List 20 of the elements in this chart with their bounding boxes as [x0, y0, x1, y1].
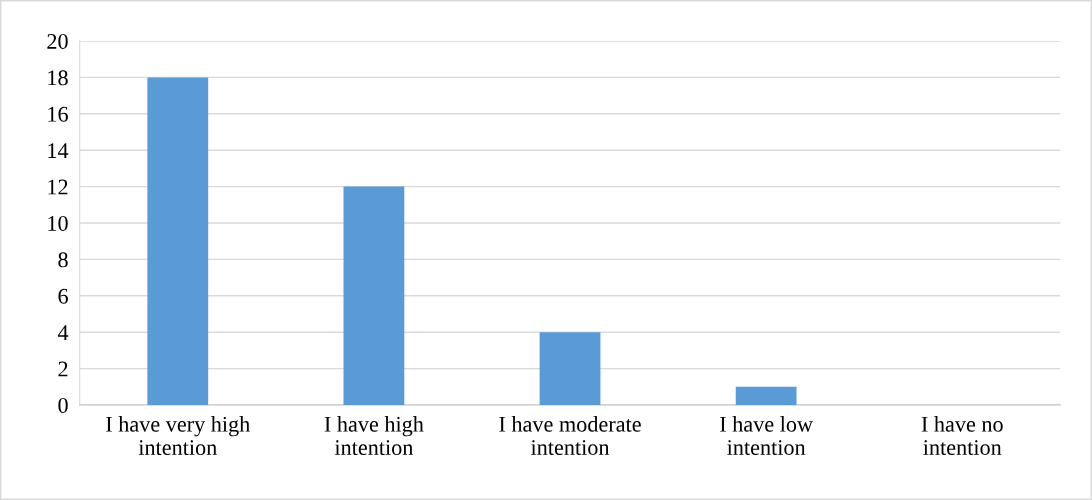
bar	[147, 77, 209, 405]
y-tick-label: 6	[58, 288, 68, 304]
y-tick-label: 2	[58, 361, 68, 377]
y-tick-label: 8	[58, 252, 68, 268]
y-tick-label: 12	[48, 179, 68, 195]
x-tick-label: I have high intention	[324, 416, 424, 456]
y-tick-label: 10	[48, 215, 68, 231]
bar	[539, 332, 601, 405]
y-tick-label: 16	[48, 106, 68, 122]
x-tick-label: I have moderate intention	[499, 416, 641, 455]
bar	[735, 386, 797, 405]
y-tick-label: 4	[57, 325, 69, 340]
y-tick-label: 18	[48, 70, 68, 86]
x-tick-label: I have no intention	[921, 416, 1003, 455]
y-tick-label: 14	[48, 143, 69, 158]
x-tick-label: I have low intention	[720, 416, 813, 455]
y-tick-label: 20	[47, 33, 68, 49]
x-tick-label: I have very high intention	[106, 416, 250, 456]
bar	[343, 186, 405, 405]
y-tick-label: 0	[58, 397, 68, 413]
